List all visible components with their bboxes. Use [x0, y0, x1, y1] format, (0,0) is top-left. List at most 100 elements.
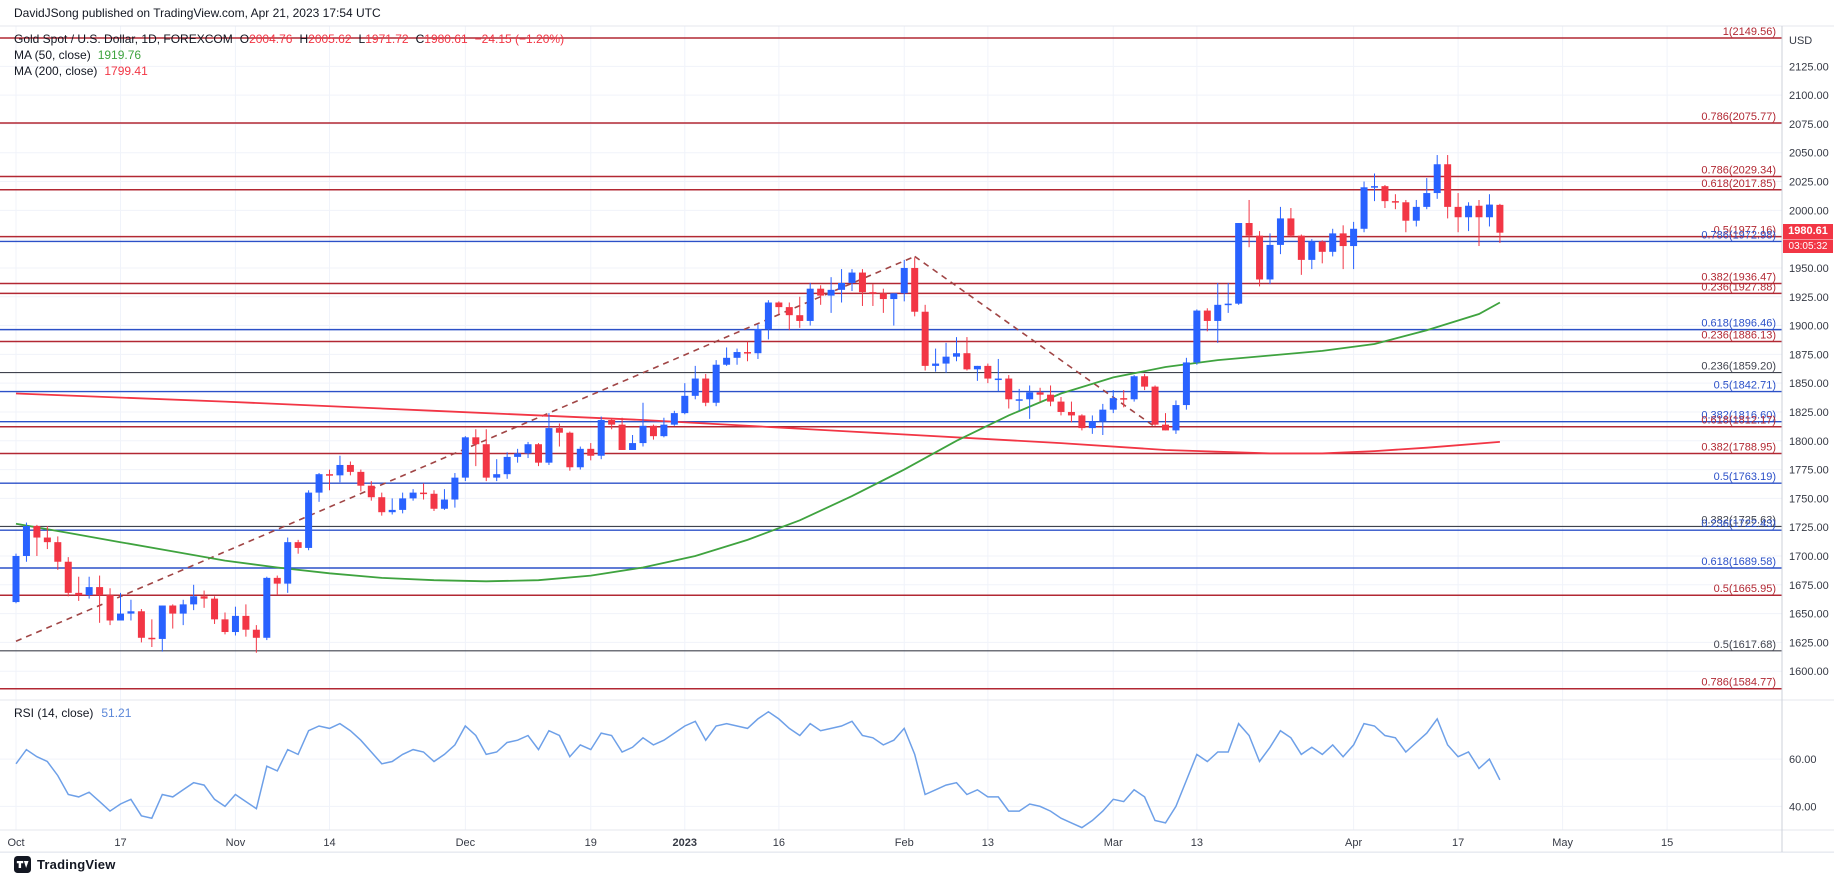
axis-currency-label: USD [1789, 35, 1812, 47]
candle-body [514, 453, 522, 457]
fib-label: 0.786(2029.34) [1701, 165, 1776, 177]
candle-body [106, 595, 114, 621]
time-tick-label: 16 [773, 837, 785, 849]
last-price-value: 1980.61 [1783, 223, 1833, 239]
candle-body [1308, 241, 1316, 260]
rsi-value: 51.21 [101, 706, 132, 720]
price-tick-label: 1675.00 [1789, 580, 1829, 592]
candle-body [200, 596, 208, 599]
candle-body [169, 605, 177, 614]
candle-body [712, 364, 720, 403]
ma50-value: 1919.76 [97, 48, 142, 62]
fibonacci-levels[interactable] [0, 37, 1782, 690]
candle-body [942, 356, 950, 364]
candle-body [1391, 201, 1399, 203]
candle-body [22, 526, 30, 556]
candle-body [1256, 235, 1264, 280]
fib-label: 0.5(1977.16) [1714, 225, 1776, 237]
candle-body [221, 619, 229, 633]
symbol-row[interactable]: Gold Spot / U.S. Dollar, 1D, FOREXCOM O2… [14, 31, 564, 47]
rsi-label: RSI (14, close) [14, 706, 94, 720]
candle-body [85, 587, 93, 596]
candle-body [670, 413, 678, 425]
rsi-tick-label: 40.00 [1789, 801, 1817, 813]
ma50-legend-row[interactable]: MA (50, close) 1919.76 [14, 47, 564, 63]
price-tick-label: 1600.00 [1789, 666, 1829, 678]
rsi-legend-row[interactable]: RSI (14, close) 51.21 [14, 706, 131, 720]
candle-body [148, 637, 156, 640]
candle-body [858, 272, 866, 293]
change-readout: −24.15 (−1.20%) [474, 32, 565, 46]
candle-body [1141, 376, 1149, 387]
candle-body [190, 596, 198, 605]
candle-body [1088, 421, 1096, 429]
price-tick-label: 1850.00 [1789, 378, 1829, 390]
rsi-axis-labels[interactable]: 60.00 40.00 [1789, 754, 1817, 813]
candle-body [921, 311, 929, 366]
ma200-legend-row[interactable]: MA (200, close) 1799.41 [14, 63, 564, 79]
time-tick-label: 13 [1191, 837, 1203, 849]
candle-body [273, 577, 281, 584]
candle-body [994, 378, 1002, 381]
candle-body [1287, 218, 1295, 236]
candle-body [388, 509, 396, 513]
fib-label: 0.5(1842.71) [1714, 380, 1776, 392]
price-tick-label: 1900.00 [1789, 321, 1829, 333]
candle-body [838, 282, 846, 290]
fib-label: 0.618(1896.46) [1701, 318, 1776, 330]
price-tick-label: 2000.00 [1789, 205, 1829, 217]
trendlines[interactable] [15, 255, 1156, 642]
candle-body [576, 448, 584, 468]
candle-body [252, 629, 260, 638]
price-axis-labels[interactable]: USD 2125.00 2100.00 2075.00 2050.00 2025.00 20… [1789, 35, 1829, 678]
time-axis-labels[interactable]: Oct 17 Nov 14 Dec 19 2023 16 Feb 13 Mar 13 Apr 17 May 1… [7, 837, 1673, 849]
candle-body [879, 293, 887, 300]
candle-body [681, 395, 689, 414]
candle-body [545, 428, 553, 463]
candle-body [973, 365, 981, 370]
candle-body [137, 611, 145, 638]
candle-body [420, 492, 428, 495]
candle-body [493, 474, 501, 478]
footer: TradingView [0, 852, 1834, 875]
candle-body [1172, 405, 1180, 431]
fib-label: 0.382(1788.95) [1701, 442, 1776, 454]
candle-body [336, 464, 344, 476]
symbol-title[interactable]: Gold Spot / U.S. Dollar, 1D, FOREXCOM [14, 32, 233, 46]
candle-body [1360, 187, 1368, 229]
fib-label: 0.236(1859.20) [1701, 361, 1776, 373]
tradingview-wordmark[interactable]: TradingView [37, 856, 116, 872]
candle-body [1099, 409, 1107, 422]
candle-body [1078, 415, 1086, 429]
candle-body [1245, 223, 1253, 236]
time-tick-label: May [1552, 837, 1573, 849]
candle-body [660, 424, 668, 437]
price-tick-label: 1875.00 [1789, 349, 1829, 361]
candle-body [1214, 304, 1222, 321]
ma200-value: 1799.41 [104, 64, 148, 78]
candle-body [827, 289, 835, 296]
candle-body [817, 288, 825, 296]
candle-body [1496, 204, 1504, 233]
candle-body [1412, 206, 1420, 221]
candle-body [179, 604, 187, 614]
candle-body [1465, 205, 1473, 218]
candle-body [524, 444, 532, 454]
candle-body [1350, 228, 1358, 247]
tradingview-logo-icon[interactable] [14, 855, 31, 873]
rsi-tick-label: 60.00 [1789, 754, 1817, 766]
candle-body [75, 592, 83, 596]
candle-body [12, 555, 20, 603]
candle-body [608, 420, 616, 425]
time-tick-label: 2023 [673, 837, 697, 849]
candle-body [1057, 401, 1065, 412]
fib-label: 0.618(1812.17) [1701, 415, 1776, 427]
candle-body [346, 464, 354, 472]
fib-label: 0.5(1763.19) [1714, 471, 1776, 483]
candle-body [242, 615, 250, 630]
candles [12, 155, 1504, 653]
candle-body [294, 542, 302, 548]
candle-body [1047, 394, 1055, 402]
